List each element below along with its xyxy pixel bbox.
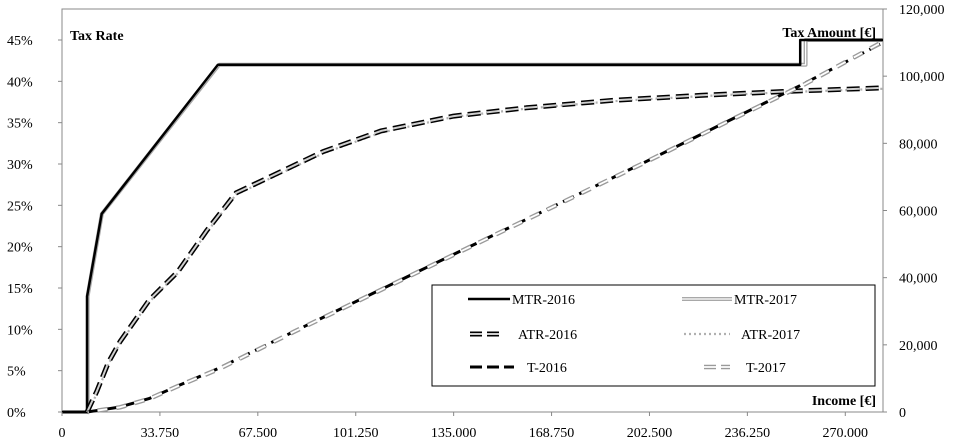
x-tick-label: 101.250	[333, 426, 379, 439]
legend-box	[431, 284, 876, 387]
series-mtr-2016	[62, 38, 883, 414]
y-left-tick-label: 20%	[7, 241, 33, 256]
y-left-tick-label: 10%	[7, 323, 33, 338]
y-left-tick-label: 45%	[7, 34, 33, 49]
x-tick-label: 135.000	[431, 426, 477, 439]
series-line-t-2017	[87, 40, 884, 413]
legend-label: T-2016	[527, 361, 567, 376]
series-line-t-2016	[86, 41, 884, 414]
legend: MTR-2016 MTR-2017 ATR-2016 ATR-2017 T-2016 T-…	[431, 284, 876, 387]
x-tick-label: 33.750	[141, 426, 180, 439]
y-left-tick-label: 30%	[7, 158, 33, 173]
legend-label: ATR-2016	[518, 328, 577, 343]
legend-item-atr-2017: ATR-2017	[684, 328, 800, 343]
y-left-tick-label: 15%	[7, 282, 33, 297]
legend-item-mtr-2017: MTR-2017	[682, 293, 797, 308]
legend-item-t-2017: T-2017	[704, 361, 786, 376]
right-axis-ticks: 0 20,000 40,000 60,000 80,000 100,000 120,000	[883, 3, 945, 421]
y-left-tick-label: 0%	[7, 406, 26, 421]
legend-item-t-2016: T-2016	[470, 361, 567, 376]
y-left-tick-label: 25%	[7, 199, 33, 214]
series-layer	[62, 38, 885, 415]
y-right-tick-label: 120,000	[899, 3, 945, 18]
y-left-tick-label: 35%	[7, 117, 33, 132]
series-t-2017	[87, 39, 885, 415]
series-line-mtr-2016	[62, 38, 883, 414]
x-tick-label: 202.500	[627, 426, 673, 439]
x-tick-label: 236.250	[725, 426, 771, 439]
legend-item-mtr-2016: MTR-2016	[468, 293, 575, 308]
series-line-atr-2016	[86, 86, 884, 413]
legend-label: MTR-2016	[512, 293, 575, 308]
y-right-tick-label: 0	[899, 406, 906, 421]
series-atr-2016	[84, 85, 884, 414]
y-right-tick-label: 60,000	[899, 205, 938, 220]
legend-label: T-2017	[746, 361, 786, 376]
y-right-tick-label: 20,000	[899, 339, 938, 354]
y-right-tick-label: 40,000	[899, 272, 938, 287]
left-axis-ticks: 0% 5% 10% 15% 20% 25% 30% 35% 40% 45%	[7, 34, 62, 421]
x-tick-label: 270.000	[823, 426, 869, 439]
x-tick-label: 67.500	[239, 426, 278, 439]
y-left-tick-label: 40%	[7, 75, 33, 90]
x-tick-label: 168.750	[529, 426, 575, 439]
y-right-axis-title: Tax Amount [€]	[782, 26, 876, 41]
legend-label: MTR-2017	[734, 293, 797, 308]
series-t-2016	[86, 41, 884, 414]
y-right-tick-label: 100,000	[899, 70, 945, 85]
y-left-axis-title: Tax Rate	[70, 29, 124, 44]
legend-label: ATR-2017	[741, 328, 800, 343]
x-axis-ticks: 0 33.750 67.500 101.250 135.000 168.750 202.50…	[59, 412, 869, 439]
y-right-tick-label: 80,000	[899, 137, 938, 152]
x-tick-label: 0	[59, 426, 66, 439]
x-axis-title: Income [€]	[812, 394, 876, 409]
y-left-tick-label: 5%	[7, 365, 26, 380]
legend-item-atr-2016: ATR-2016	[470, 328, 577, 343]
